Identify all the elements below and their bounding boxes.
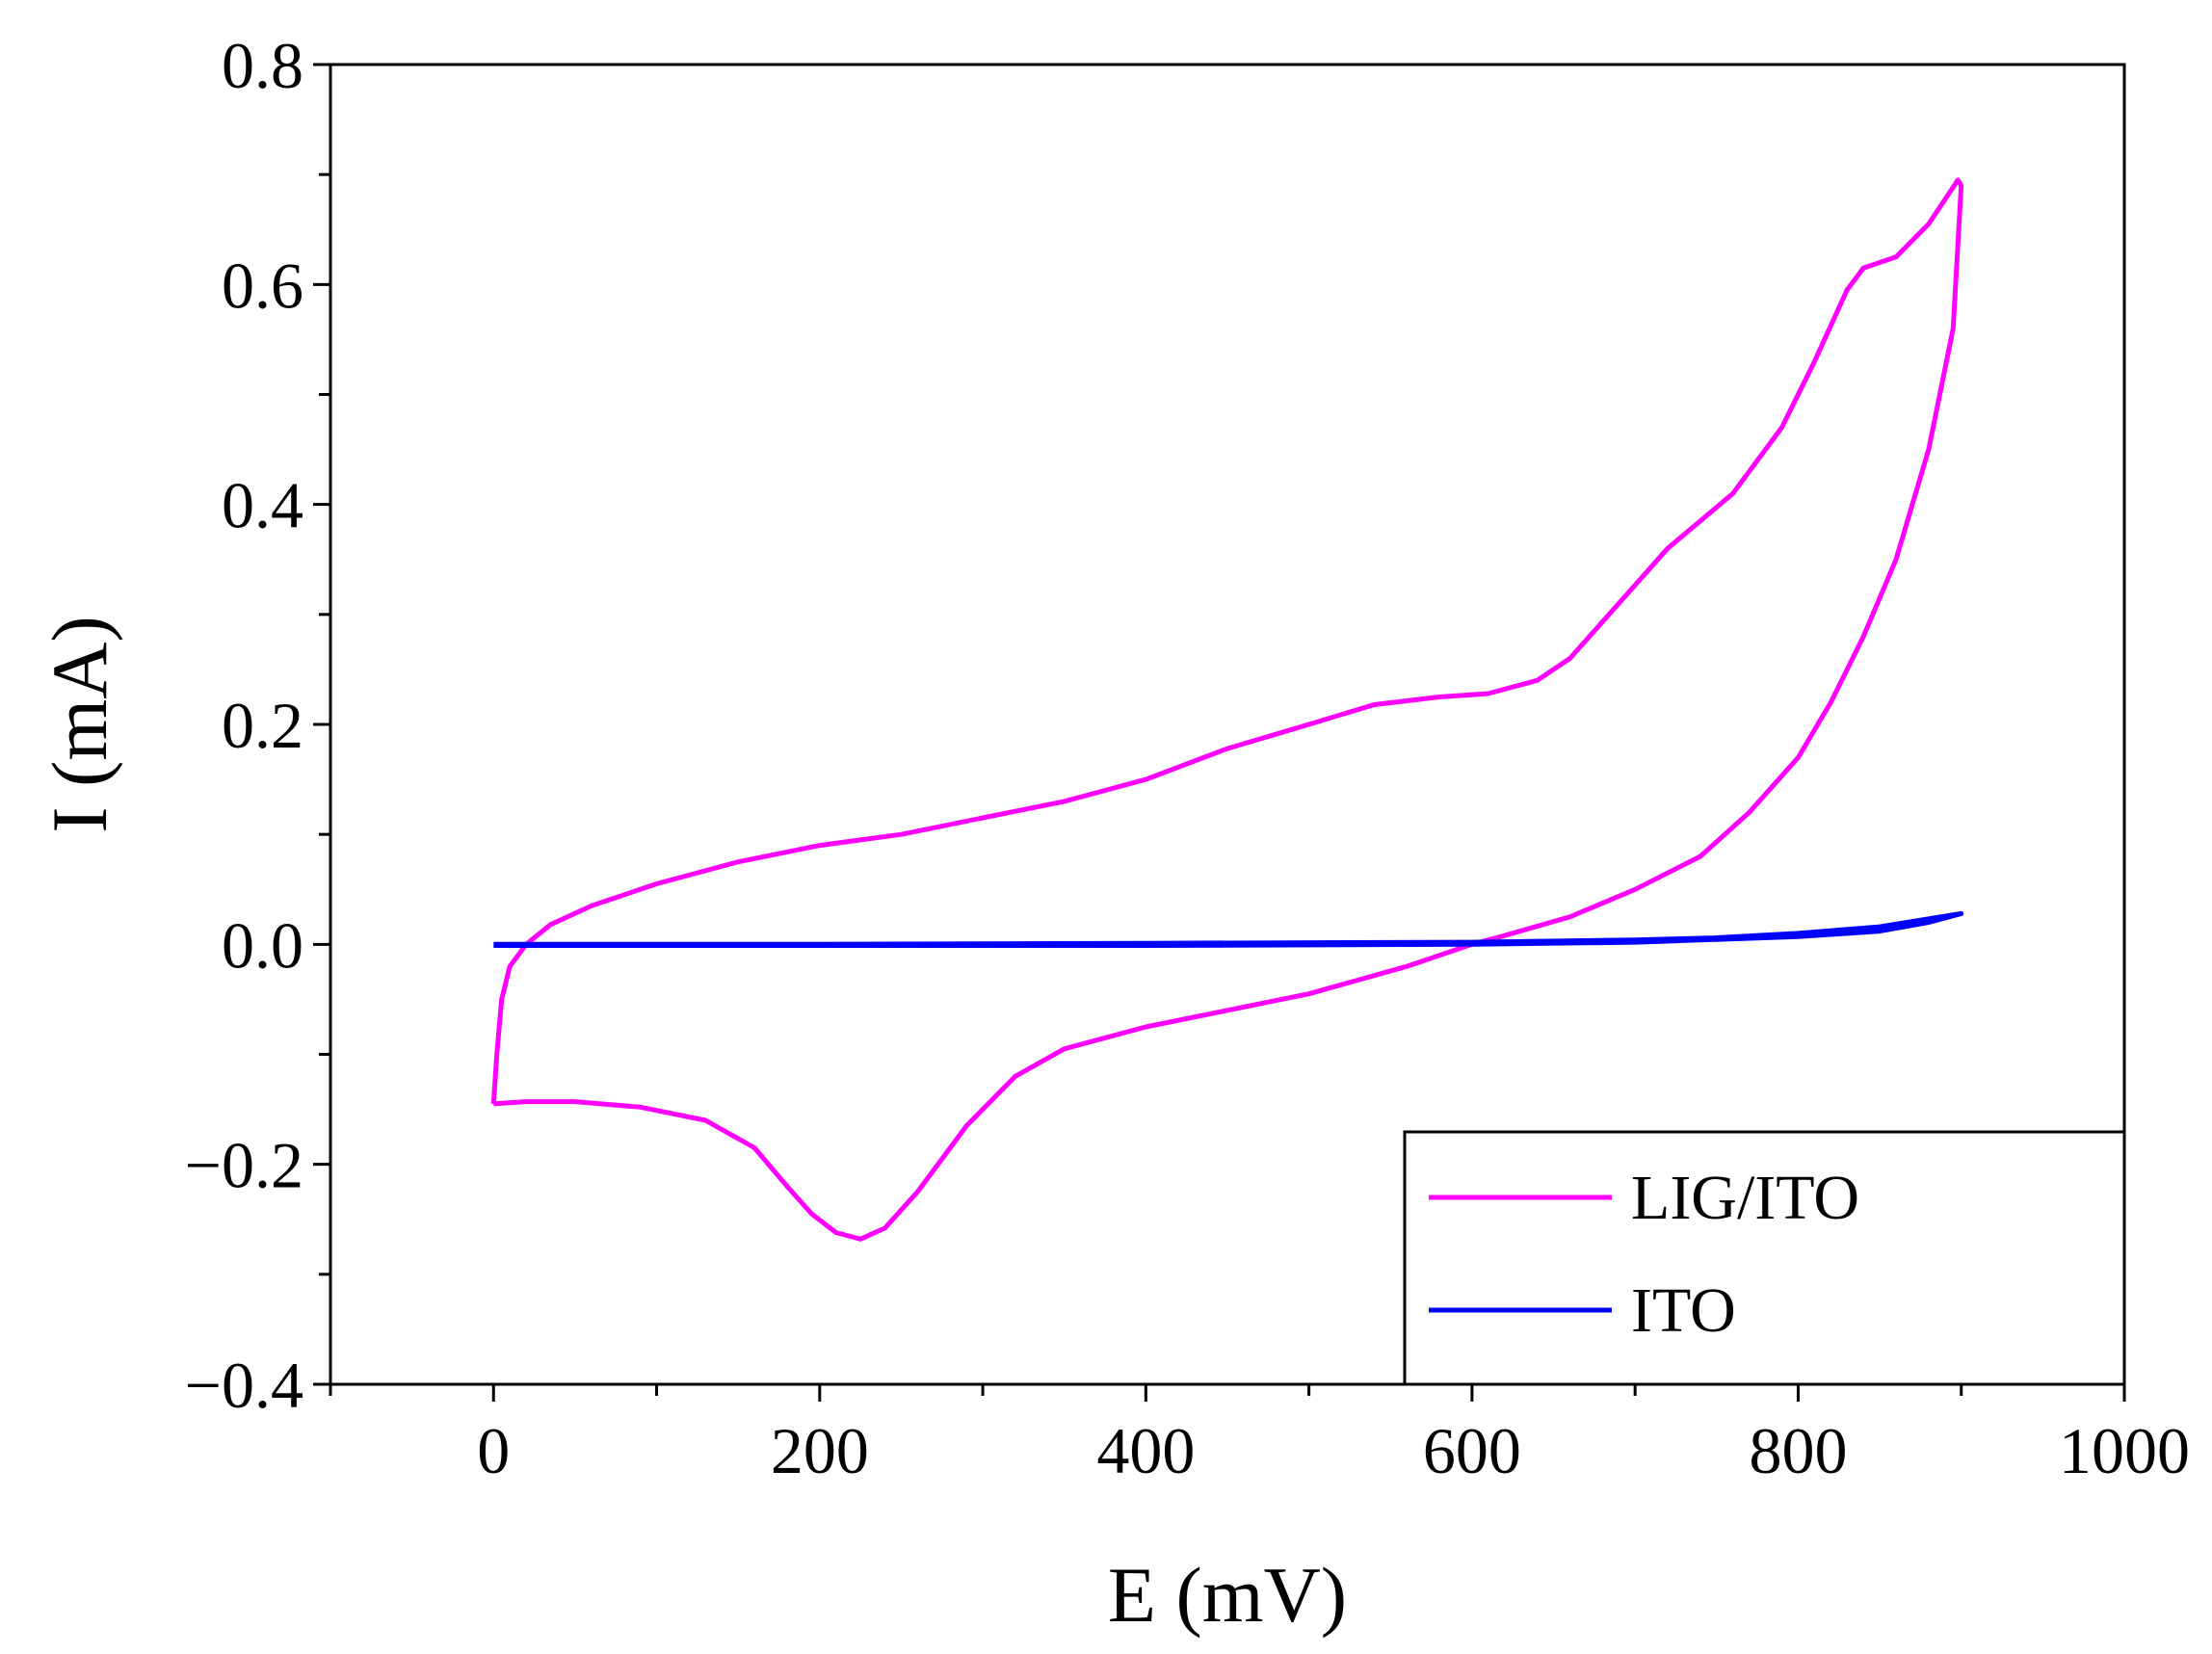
legend-label-lig-ito: LIG/ITO xyxy=(1631,1163,1859,1233)
legend-box xyxy=(1403,1130,2126,1386)
x-tick-label: 1000 xyxy=(2059,1414,2190,1487)
series-line-lig-ito xyxy=(490,177,1964,1242)
y-tick-label: −0.4 xyxy=(185,1349,303,1422)
x-tick-label: 0 xyxy=(477,1414,510,1487)
y-tick-label: 0.2 xyxy=(222,689,303,762)
legend: LIG/ITO ITO xyxy=(1403,1130,2126,1386)
x-tick-label: 800 xyxy=(1749,1414,1847,1487)
series-layer xyxy=(490,177,1964,1242)
y-tick-label: 0.6 xyxy=(222,249,303,322)
x-axis-title: E (mV) xyxy=(1108,1551,1347,1639)
y-tick-label: −0.2 xyxy=(185,1129,303,1202)
y-tick-label: 0.8 xyxy=(222,29,303,102)
y-tick-label: 0.0 xyxy=(222,908,303,982)
x-tick-label: 200 xyxy=(771,1414,869,1487)
x-tick-label: 400 xyxy=(1096,1414,1195,1487)
series-line-ito xyxy=(493,910,1964,948)
tick-layer xyxy=(313,63,2126,1402)
legend-label-ito: ITO xyxy=(1631,1275,1736,1346)
x-tick-label: 600 xyxy=(1423,1414,1521,1487)
tick-label-layer: 0 200 400 600 800 1000 −0.4 −0.2 0.0 0.2 0.4 0.6 0.8 xyxy=(185,29,2190,1487)
y-axis-title: I (mA) xyxy=(36,616,123,832)
y-tick-label: 0.4 xyxy=(222,469,303,542)
